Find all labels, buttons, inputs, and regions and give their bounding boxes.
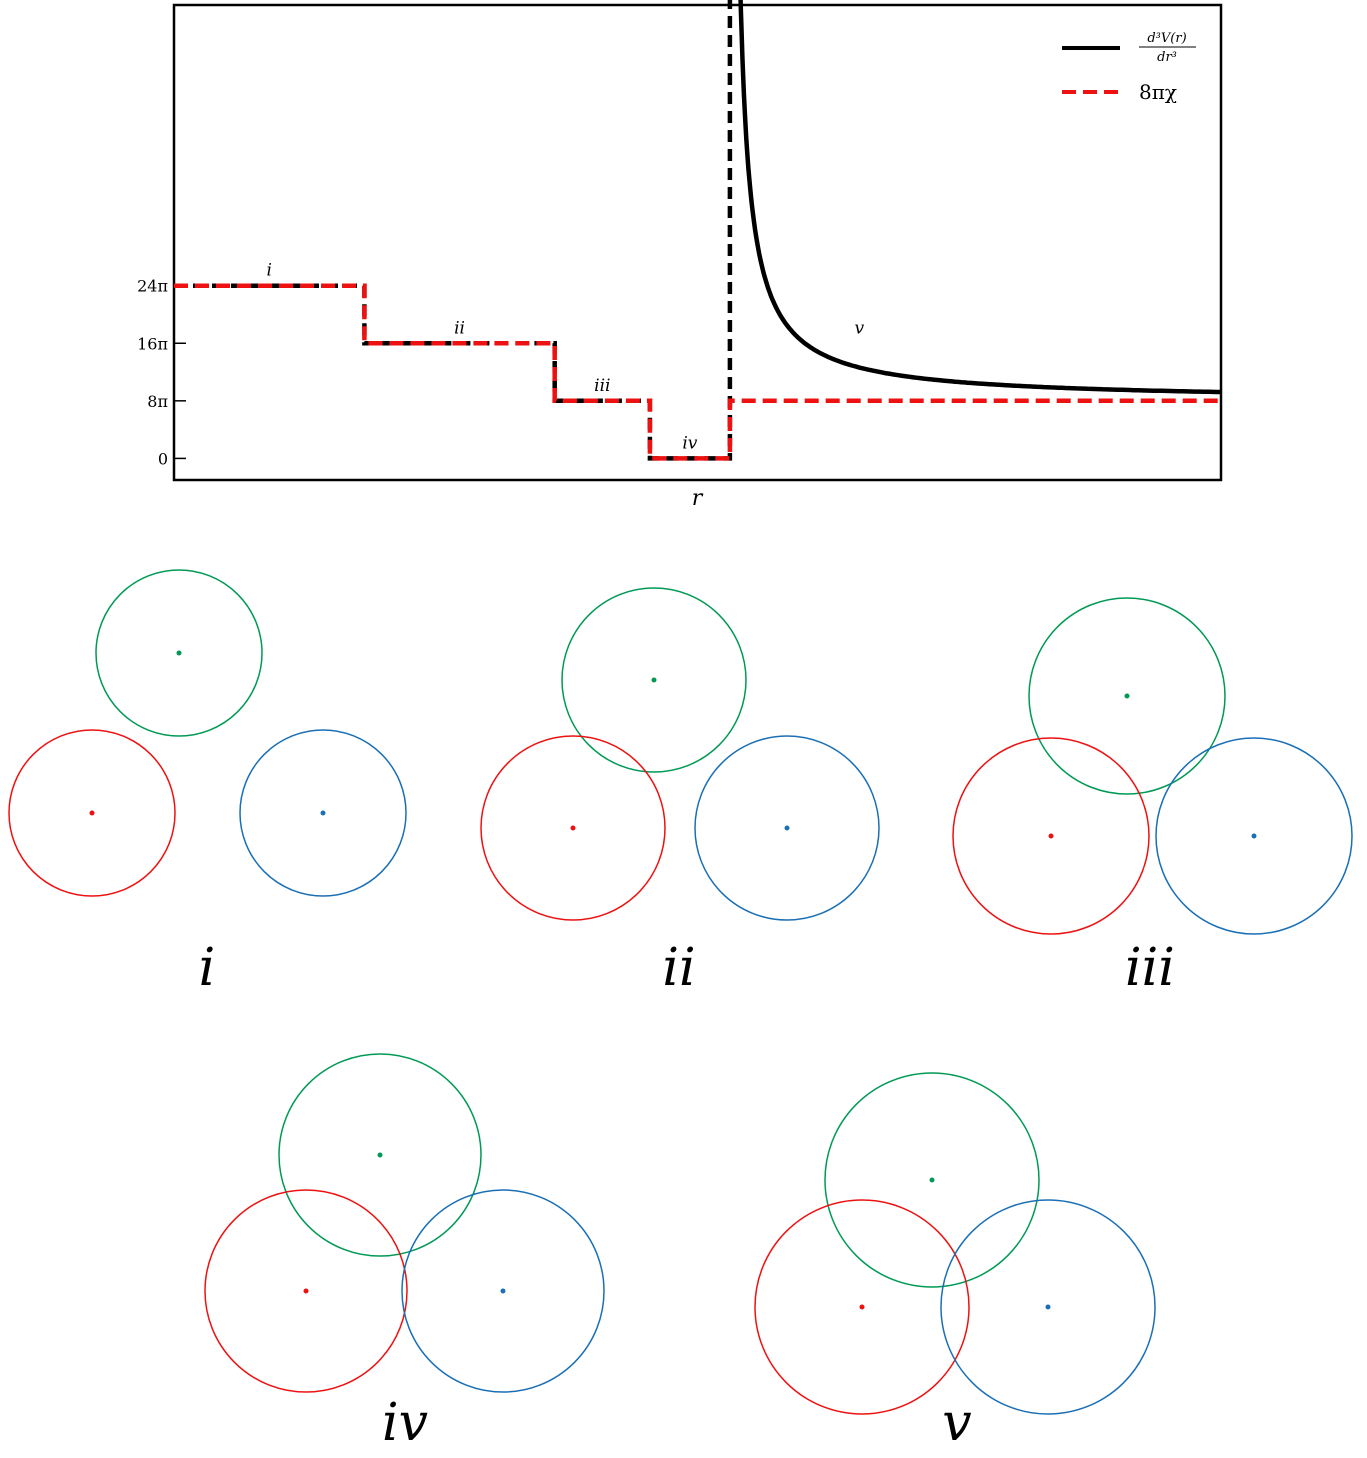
red-center-dot: [89, 810, 95, 816]
red-circle: [204, 1189, 408, 1393]
segment-label: iv: [682, 433, 697, 453]
red-circle: [480, 735, 666, 921]
panel-label: i: [199, 938, 216, 998]
red-center-dot: [1048, 833, 1054, 839]
y-tick-label: 0: [158, 449, 168, 468]
diagram-panel-ii: ii: [480, 587, 880, 998]
segment-label: i: [266, 261, 271, 281]
green-circle: [824, 1072, 1040, 1288]
red-circle: [754, 1199, 970, 1415]
legend-label-red: 8πχ: [1139, 80, 1177, 104]
green-center-dot: [1124, 693, 1130, 699]
series-line-derivative-step: [174, 0, 733, 461]
green-circle: [95, 569, 263, 737]
blue-center-dot: [1045, 1304, 1051, 1310]
panel-label: v: [942, 1393, 971, 1453]
panel-label: iv: [382, 1393, 428, 1453]
panel-label: iii: [1125, 938, 1175, 998]
series-line-derivative-tail: [738, 0, 1221, 395]
plot-frame: [172, 3, 1223, 482]
green-circle: [278, 1053, 482, 1257]
red-center-dot: [570, 825, 576, 831]
y-tick-label: 16π: [137, 334, 168, 353]
diagram-panel-iii: iii: [952, 597, 1353, 998]
blue-center-dot: [784, 825, 790, 831]
red-circle: [952, 737, 1150, 935]
green-center-dot: [651, 677, 657, 683]
green-circle: [561, 587, 747, 773]
red-center-dot: [859, 1304, 865, 1310]
red-circle: [8, 729, 176, 897]
diagram-panel-v: v: [754, 1072, 1156, 1453]
diagram-panel-i: i: [8, 569, 407, 998]
segment-label: iii: [594, 376, 610, 396]
legend: d³V(r) dr³ 8πχ: [1062, 31, 1196, 104]
blue-circle: [401, 1189, 605, 1393]
blue-center-dot: [500, 1288, 506, 1294]
y-tick-label: 8π: [147, 392, 168, 411]
legend-label-numerator: d³V(r): [1147, 31, 1186, 46]
blue-circle: [239, 729, 407, 897]
green-center-dot: [377, 1152, 383, 1158]
blue-center-dot: [1251, 833, 1257, 839]
blue-circle: [694, 735, 880, 921]
blue-circle: [1155, 737, 1353, 935]
segment-label: ii: [454, 318, 465, 338]
green-circle: [1028, 597, 1226, 795]
series-line-8pichi: [174, 283, 1221, 461]
y-axis: 0 8π 16π 24π: [137, 277, 186, 468]
green-center-dot: [929, 1177, 935, 1183]
blue-circle: [940, 1199, 1156, 1415]
blue-center-dot: [320, 810, 326, 816]
x-axis-label: r: [692, 486, 704, 511]
panel-label: ii: [662, 938, 695, 998]
y-tick-label: 24π: [137, 277, 168, 296]
legend-label-denominator: dr³: [1157, 50, 1177, 65]
series-layer: [174, 0, 1221, 461]
green-center-dot: [176, 650, 182, 656]
diagram-panel-iv: iv: [204, 1053, 605, 1453]
red-center-dot: [303, 1288, 309, 1294]
segment-label: v: [855, 318, 865, 338]
